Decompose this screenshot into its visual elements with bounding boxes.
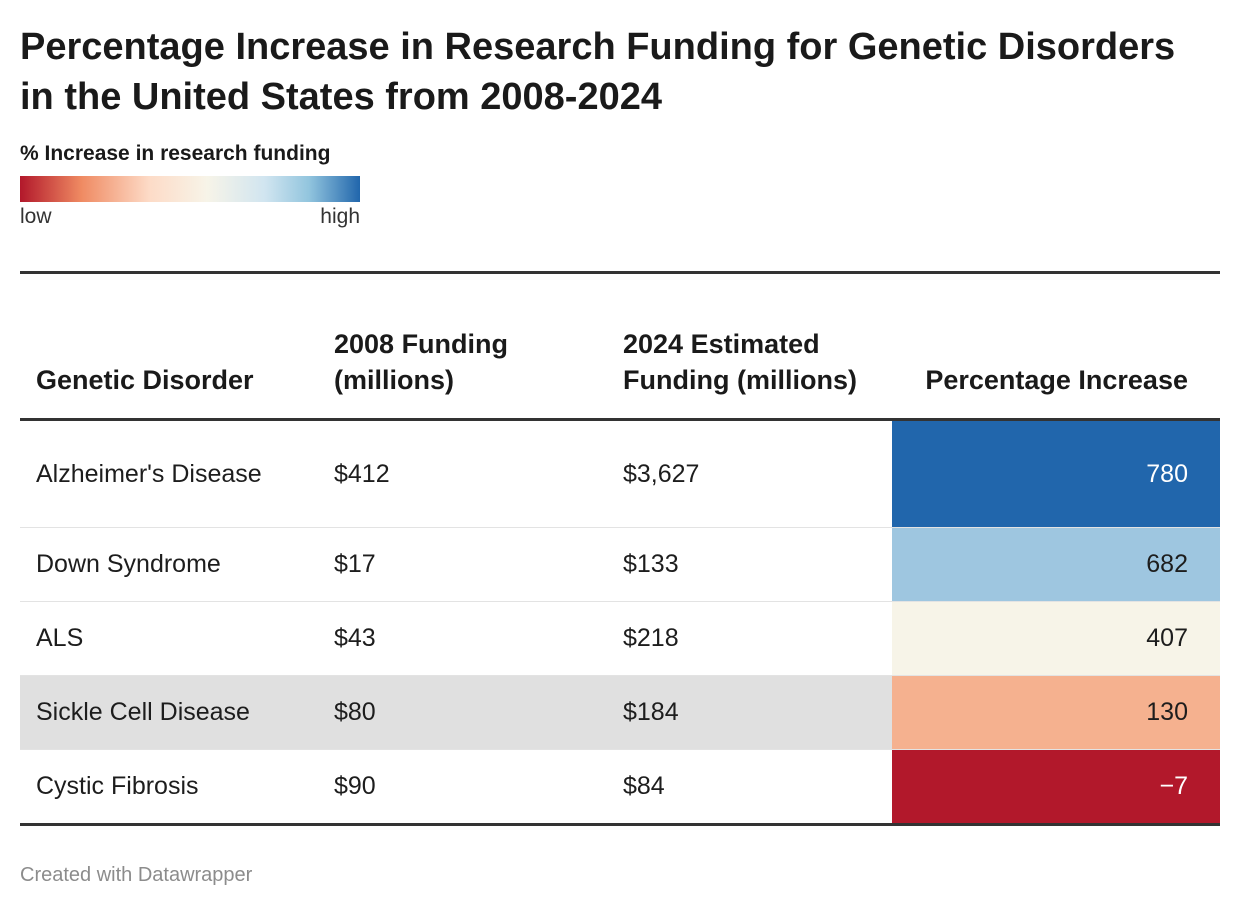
cell-funding-2008: $43 — [318, 601, 607, 676]
cell-percentage-increase: 407 — [892, 601, 1220, 676]
legend-low-label: low — [20, 205, 52, 228]
table-row: ALS $43 $218 407 — [20, 601, 1220, 676]
table-row: Down Syndrome $17 $133 682 — [20, 527, 1220, 602]
cell-funding-2008: $412 — [318, 419, 607, 528]
cell-funding-2024: $84 — [607, 749, 892, 826]
cell-funding-2008: $90 — [318, 749, 607, 826]
cell-funding-2024: $218 — [607, 601, 892, 676]
column-header-2024-funding[interactable]: 2024 Estimated Funding (millions) — [607, 274, 892, 421]
column-header-percentage-increase[interactable]: Percentage Increase — [892, 274, 1220, 421]
legend-title: % Increase in research funding — [20, 142, 331, 165]
legend-high-label: high — [320, 205, 360, 228]
cell-percentage-increase: 780 — [892, 419, 1220, 528]
cell-disorder: Down Syndrome — [20, 527, 318, 602]
cell-percentage-increase: 682 — [892, 527, 1220, 602]
column-header-disorder[interactable]: Genetic Disorder — [20, 274, 318, 421]
table-row: Alzheimer's Disease $412 $3,627 780 — [20, 419, 1220, 528]
data-table-container: Genetic Disorder 2008 Funding (millions)… — [20, 271, 1220, 826]
funding-table: Genetic Disorder 2008 Funding (millions)… — [20, 274, 1220, 826]
cell-percentage-increase: −7 — [892, 749, 1220, 826]
chart-title: Percentage Increase in Research Funding … — [20, 26, 1176, 118]
column-header-2008-funding[interactable]: 2008 Funding (millions) — [318, 274, 607, 421]
cell-disorder: Cystic Fibrosis — [20, 749, 318, 826]
cell-funding-2024: $184 — [607, 675, 892, 750]
table-row: Sickle Cell Disease $80 $184 130 — [20, 675, 1220, 750]
cell-funding-2024: $3,627 — [607, 419, 892, 528]
cell-funding-2008: $17 — [318, 527, 607, 602]
footer-credit: Created with Datawrapper — [20, 864, 253, 886]
color-legend: % Increase in research funding low high — [20, 140, 360, 230]
table-row: Cystic Fibrosis $90 $84 −7 — [20, 749, 1220, 826]
cell-disorder: ALS — [20, 601, 318, 676]
legend-labels: low high — [20, 204, 360, 230]
cell-funding-2008: $80 — [318, 675, 607, 750]
cell-disorder: Sickle Cell Disease — [20, 675, 318, 750]
legend-gradient-bar — [20, 176, 360, 202]
cell-disorder: Alzheimer's Disease — [20, 419, 318, 528]
table-header-row: Genetic Disorder 2008 Funding (millions)… — [20, 274, 1220, 421]
cell-percentage-increase: 130 — [892, 675, 1220, 750]
cell-funding-2024: $133 — [607, 527, 892, 602]
